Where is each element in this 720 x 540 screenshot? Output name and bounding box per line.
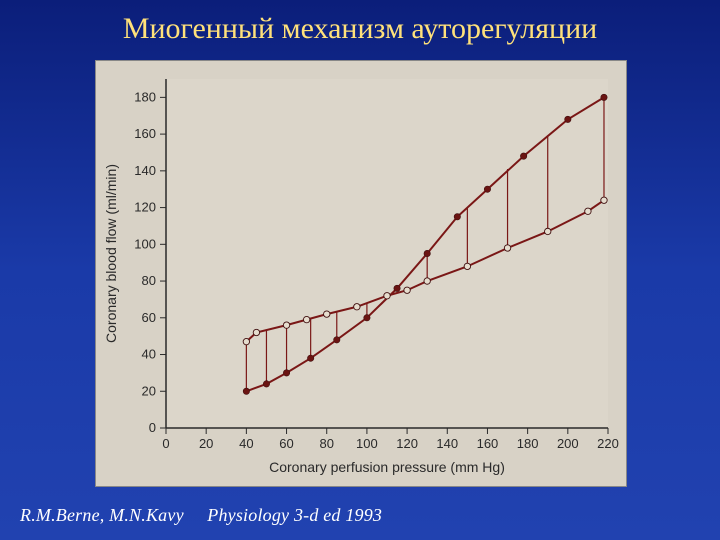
open-marker	[253, 329, 259, 335]
closed-marker	[424, 250, 430, 256]
closed-marker	[520, 153, 526, 159]
open-marker	[354, 304, 360, 310]
chart-figure: 0 20 40 60 80 100 120 140 160 180 200 220 0 20 40 60 80 1…	[95, 60, 627, 487]
svg-text:140: 140	[134, 163, 156, 178]
closed-marker	[334, 337, 340, 343]
closed-marker	[454, 214, 460, 220]
svg-text:40: 40	[142, 347, 156, 362]
svg-text:100: 100	[134, 236, 156, 251]
open-marker	[601, 197, 607, 203]
open-marker	[404, 287, 410, 293]
svg-text:60: 60	[279, 436, 293, 451]
open-marker	[384, 293, 390, 299]
citation-work: Physiology 3-d ed 1993	[207, 505, 382, 525]
closed-marker	[394, 285, 400, 291]
svg-text:Coronary perfusion pressure (m: Coronary perfusion pressure (mm Hg)	[269, 459, 505, 475]
open-marker	[504, 245, 510, 251]
open-marker	[424, 278, 430, 284]
svg-text:140: 140	[436, 436, 458, 451]
closed-marker	[484, 186, 490, 192]
svg-text:60: 60	[142, 310, 156, 325]
svg-text:220: 220	[597, 436, 619, 451]
closed-marker	[565, 116, 571, 122]
open-marker	[303, 316, 309, 322]
svg-text:0: 0	[149, 420, 156, 435]
svg-text:80: 80	[142, 273, 156, 288]
open-marker	[243, 338, 249, 344]
open-marker	[585, 208, 591, 214]
svg-text:100: 100	[356, 436, 378, 451]
svg-text:180: 180	[134, 89, 156, 104]
svg-text:0: 0	[162, 436, 169, 451]
closed-marker	[364, 315, 370, 321]
svg-text:120: 120	[396, 436, 418, 451]
chart-svg: 0 20 40 60 80 100 120 140 160 180 200 220 0 20 40 60 80 1…	[96, 61, 626, 486]
open-marker	[464, 263, 470, 269]
svg-text:80: 80	[319, 436, 333, 451]
open-marker	[545, 228, 551, 234]
svg-text:180: 180	[517, 436, 539, 451]
closed-marker	[263, 381, 269, 387]
open-marker	[283, 322, 289, 328]
svg-text:Coronary blood flow (ml/min): Coronary blood flow (ml/min)	[103, 164, 119, 343]
closed-marker	[243, 388, 249, 394]
svg-text:160: 160	[477, 436, 499, 451]
svg-text:200: 200	[557, 436, 579, 451]
slide-title: Миогенный механизм ауторегуляции	[0, 12, 720, 46]
svg-text:20: 20	[199, 436, 213, 451]
citation: R.M.Berne, M.N.Kavy Physiology 3-d ed 19…	[20, 505, 382, 526]
closed-marker	[283, 370, 289, 376]
open-marker	[324, 311, 330, 317]
closed-marker	[601, 94, 607, 100]
svg-text:40: 40	[239, 436, 253, 451]
citation-authors: R.M.Berne, M.N.Kavy	[20, 505, 184, 525]
svg-text:120: 120	[134, 200, 156, 215]
closed-marker	[307, 355, 313, 361]
svg-text:20: 20	[142, 383, 156, 398]
svg-text:160: 160	[134, 126, 156, 141]
